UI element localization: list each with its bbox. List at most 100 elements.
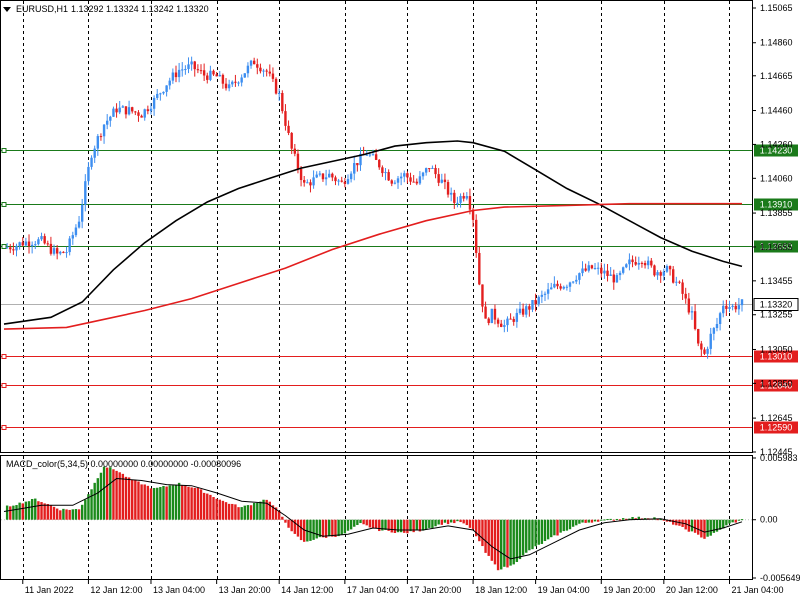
- chevron-down-icon[interactable]: [3, 6, 11, 12]
- level-handle-2: [1, 244, 7, 249]
- macd-bar-182: [571, 519, 575, 527]
- candle-body-12: [40, 236, 43, 240]
- candle-body-199: [625, 264, 628, 268]
- candle-body-228: [715, 324, 719, 329]
- macd-bar-169: [531, 519, 534, 550]
- candle-body-230: [722, 305, 725, 314]
- macd-bar-137: [431, 519, 434, 528]
- candle-body-47: [149, 108, 153, 112]
- candle-body-120: [378, 159, 381, 168]
- macd-bar-192: [603, 519, 606, 521]
- macd-bar-202: [634, 518, 637, 520]
- macd-bar-153: [481, 519, 484, 547]
- candle-body-175: [550, 287, 553, 290]
- candle-body-171: [537, 296, 540, 304]
- macd-bar-49: [156, 487, 159, 520]
- candle-body-51: [162, 91, 165, 94]
- candle-body-200: [628, 259, 631, 265]
- candle-body-151: [474, 219, 478, 253]
- candle-body-63: [199, 70, 203, 72]
- macd-bar-41: [131, 479, 134, 520]
- candle-body-235: [737, 305, 741, 310]
- macd-bar-25: [80, 504, 84, 520]
- macd-bar-126: [396, 519, 400, 533]
- candle-body-97: [306, 182, 309, 184]
- candle-body-152: [478, 252, 481, 285]
- candle-body-219: [687, 298, 691, 313]
- candle-body-78: [246, 65, 250, 74]
- macd-indicator: [1, 466, 752, 571]
- macd-bar-80: [252, 502, 256, 520]
- macd-bar-26: [84, 499, 87, 520]
- macd-bar-201: [631, 516, 634, 520]
- candle-body-227: [712, 328, 716, 334]
- macd-bar-171: [537, 519, 540, 545]
- time-tick-label-4: 14 Jan 12:00: [281, 585, 333, 595]
- candle-body-72: [227, 84, 231, 89]
- candle-body-90: [284, 111, 287, 126]
- candle-body-179: [562, 286, 565, 289]
- macd-bar-86: [271, 505, 275, 520]
- macd-bar-114: [359, 519, 362, 524]
- candle-body-99: [312, 177, 315, 186]
- macd-bar-128: [403, 519, 406, 533]
- candle-body-156: [490, 308, 494, 324]
- candle-body-145: [456, 202, 459, 204]
- price-tick-label-4: 1.14260: [760, 139, 793, 149]
- candle-body-52: [165, 85, 168, 92]
- candle-body-113: [356, 163, 359, 166]
- candle-body-223: [700, 343, 703, 350]
- candle-body-202: [634, 262, 637, 265]
- macd-bar-141: [443, 519, 447, 523]
- macd-bar-188: [590, 519, 594, 523]
- candle-body-102: [321, 173, 325, 180]
- candle-body-119: [374, 154, 378, 160]
- candle-body-174: [546, 289, 550, 294]
- candle-body-95: [299, 168, 303, 181]
- macd-bar-102: [321, 519, 325, 538]
- macd-bar-147: [462, 519, 465, 524]
- macd-bar-10: [34, 498, 37, 520]
- macd-bar-226: [709, 519, 712, 536]
- candle-body-231: [725, 305, 728, 309]
- candle-body-114: [359, 153, 362, 166]
- macd-bar-161: [506, 519, 509, 568]
- price-tick-label-13: 1.12445: [760, 447, 793, 457]
- candle-body-150: [471, 209, 475, 220]
- level-handle-5: [1, 425, 7, 430]
- macd-bar-28: [90, 489, 93, 520]
- macd-bar-235: [737, 519, 741, 521]
- level-price-label-2: 1.13660: [760, 242, 793, 252]
- candle-body-16: [52, 248, 56, 254]
- level-price-label-4: 1.12840: [760, 381, 793, 391]
- candle-body-211: [662, 271, 666, 276]
- candle-body-112: [353, 163, 356, 174]
- macd-bar-232: [728, 519, 731, 524]
- candle-body-71: [224, 83, 228, 89]
- candle-body-76: [240, 77, 243, 83]
- candle-body-191: [600, 267, 603, 274]
- macd-bar-77: [243, 505, 246, 520]
- macd-bar-99: [312, 519, 315, 540]
- candle-body-29: [93, 148, 96, 158]
- macd-bar-40: [127, 477, 131, 520]
- price-tick-label-6: 1.13855: [760, 208, 793, 218]
- candle-body-30: [96, 136, 100, 149]
- macd-bar-88: [277, 510, 281, 520]
- candle-body-165: [518, 308, 522, 313]
- macd-bar-31: [99, 472, 103, 520]
- candle-body-10: [34, 244, 37, 246]
- macd-bar-170: [534, 519, 537, 547]
- macd-bar-98: [309, 519, 312, 541]
- macd-bar-160: [503, 519, 506, 567]
- macd-bar-39: [124, 476, 128, 520]
- candle-body-129: [406, 173, 409, 178]
- macd-bar-36: [115, 470, 118, 520]
- candle-body-92: [290, 132, 293, 149]
- macd-bar-87: [274, 507, 278, 520]
- macd-bar-63: [199, 489, 203, 520]
- candle-body-173: [543, 293, 547, 295]
- candle-body-61: [193, 61, 196, 70]
- macd-bar-194: [609, 518, 612, 520]
